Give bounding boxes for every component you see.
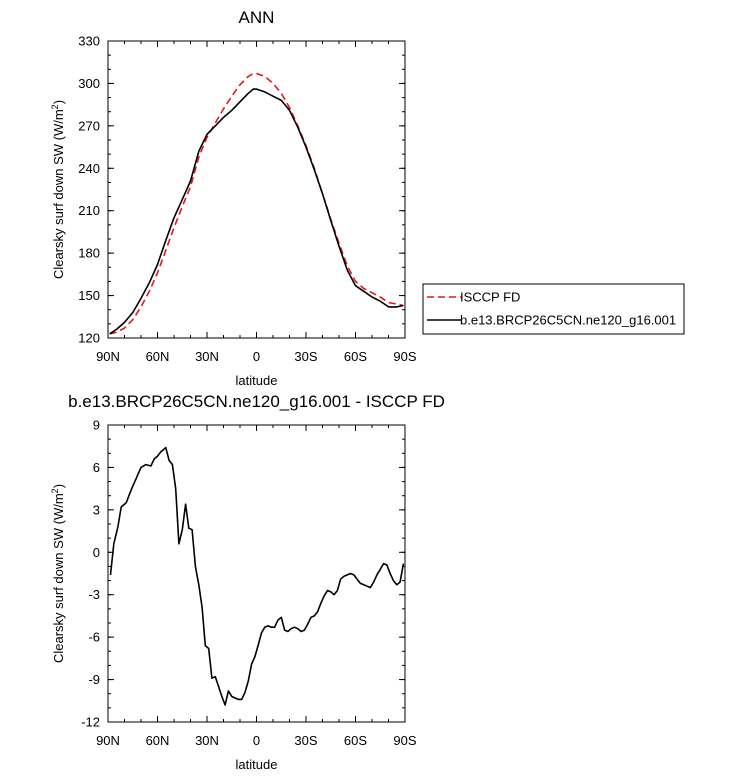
- legend: [422, 283, 685, 335]
- plot-frame: [107, 40, 406, 339]
- y-axis-label-main: Clearsky surf down SW (W/m: [51, 493, 66, 663]
- y-tick-label: 300: [78, 76, 100, 91]
- y-tick-label: -9: [88, 672, 100, 687]
- x-tick-label: 0: [253, 349, 260, 364]
- x-tick-label: 90N: [96, 733, 120, 748]
- y-tick-label: 180: [78, 246, 100, 261]
- series-line-1: [109, 446, 405, 706]
- y-tick-label: 0: [93, 545, 100, 560]
- x-tick-label: 90S: [393, 349, 416, 364]
- x-tick-label: 60N: [146, 733, 170, 748]
- y-axis-label: Clearsky surf down SW (W/m2): [50, 484, 66, 663]
- chart-title: ANN: [239, 8, 275, 27]
- x-tick-label: 90N: [96, 349, 120, 364]
- y-axis-label-main: Clearsky surf down SW (W/m: [51, 109, 66, 279]
- y-tick-label: -3: [88, 587, 100, 602]
- y-tick-label: 6: [93, 460, 100, 475]
- chart-title: b.e13.BRCP26C5CN.ne120_g16.001 - ISCCP F…: [68, 392, 445, 411]
- x-tick-label: 60N: [146, 349, 170, 364]
- y-axis-label: Clearsky surf down SW (W/m2): [50, 100, 66, 279]
- series-line-2: [109, 88, 404, 335]
- y-axis-label-tail: ): [51, 484, 66, 488]
- x-tick-label: 30S: [294, 733, 317, 748]
- y-tick-label: -12: [81, 715, 100, 730]
- y-tick-label: -6: [88, 630, 100, 645]
- y-axis-label-sup: 2: [50, 488, 60, 493]
- y-tick-label: 3: [93, 502, 100, 517]
- x-axis-label: latitude: [236, 373, 278, 388]
- y-tick-label: 120: [78, 331, 100, 346]
- legend-label-1: ISCCP FD: [460, 290, 520, 305]
- series-line-1: [109, 72, 404, 335]
- x-tick-label: 0: [253, 733, 260, 748]
- x-tick-label: 30S: [294, 349, 317, 364]
- plot-1: [107, 40, 685, 339]
- y-tick-label: 270: [78, 118, 100, 133]
- x-tick-label: 30N: [195, 733, 219, 748]
- x-tick-label: 60S: [344, 349, 367, 364]
- legend-box: [422, 283, 685, 335]
- plot-frame: [107, 424, 406, 723]
- x-tick-label: 60S: [344, 733, 367, 748]
- y-tick-label: 240: [78, 161, 100, 176]
- x-tick-label: 30N: [195, 349, 219, 364]
- y-tick-label: 9: [93, 418, 100, 433]
- y-tick-label: 210: [78, 203, 100, 218]
- legend-label-2: b.e13.BRCP26C5CN.ne120_g16.001: [460, 313, 676, 328]
- y-tick-label: 330: [78, 34, 100, 49]
- plot-2: [107, 424, 406, 723]
- y-axis-label-tail: ): [51, 100, 66, 104]
- x-axis-label: latitude: [236, 757, 278, 772]
- y-axis-label-sup: 2: [50, 104, 60, 109]
- y-tick-label: 150: [78, 288, 100, 303]
- x-tick-label: 90S: [393, 733, 416, 748]
